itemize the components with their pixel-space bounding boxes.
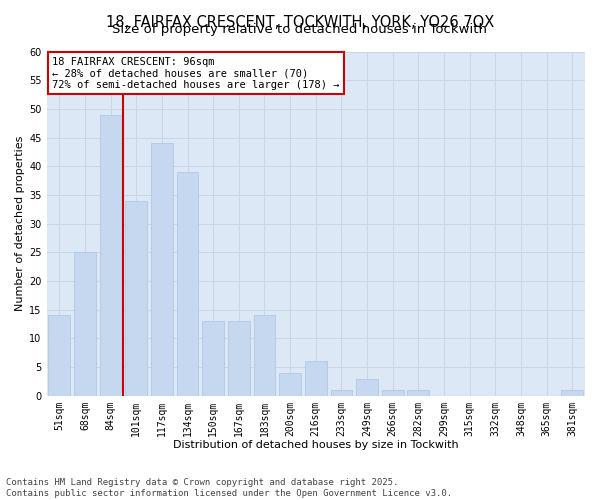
Bar: [279, 373, 301, 396]
Bar: [331, 390, 352, 396]
Bar: [125, 200, 147, 396]
Bar: [176, 172, 199, 396]
Text: 18, FAIRFAX CRESCENT, TOCKWITH, YORK, YO26 7QX: 18, FAIRFAX CRESCENT, TOCKWITH, YORK, YO…: [106, 15, 494, 30]
Text: 18 FAIRFAX CRESCENT: 96sqm
← 28% of detached houses are smaller (70)
72% of semi: 18 FAIRFAX CRESCENT: 96sqm ← 28% of deta…: [52, 56, 340, 90]
Text: Size of property relative to detached houses in Tockwith: Size of property relative to detached ho…: [113, 22, 487, 36]
Bar: [561, 390, 583, 396]
Bar: [254, 316, 275, 396]
Bar: [100, 114, 122, 396]
Bar: [305, 362, 326, 396]
Y-axis label: Number of detached properties: Number of detached properties: [15, 136, 25, 312]
Bar: [407, 390, 429, 396]
Text: Contains HM Land Registry data © Crown copyright and database right 2025.
Contai: Contains HM Land Registry data © Crown c…: [6, 478, 452, 498]
Bar: [202, 321, 224, 396]
Bar: [49, 316, 70, 396]
Bar: [74, 252, 96, 396]
Bar: [356, 378, 378, 396]
Bar: [382, 390, 404, 396]
Bar: [151, 144, 173, 396]
Bar: [228, 321, 250, 396]
X-axis label: Distribution of detached houses by size in Tockwith: Distribution of detached houses by size …: [173, 440, 458, 450]
